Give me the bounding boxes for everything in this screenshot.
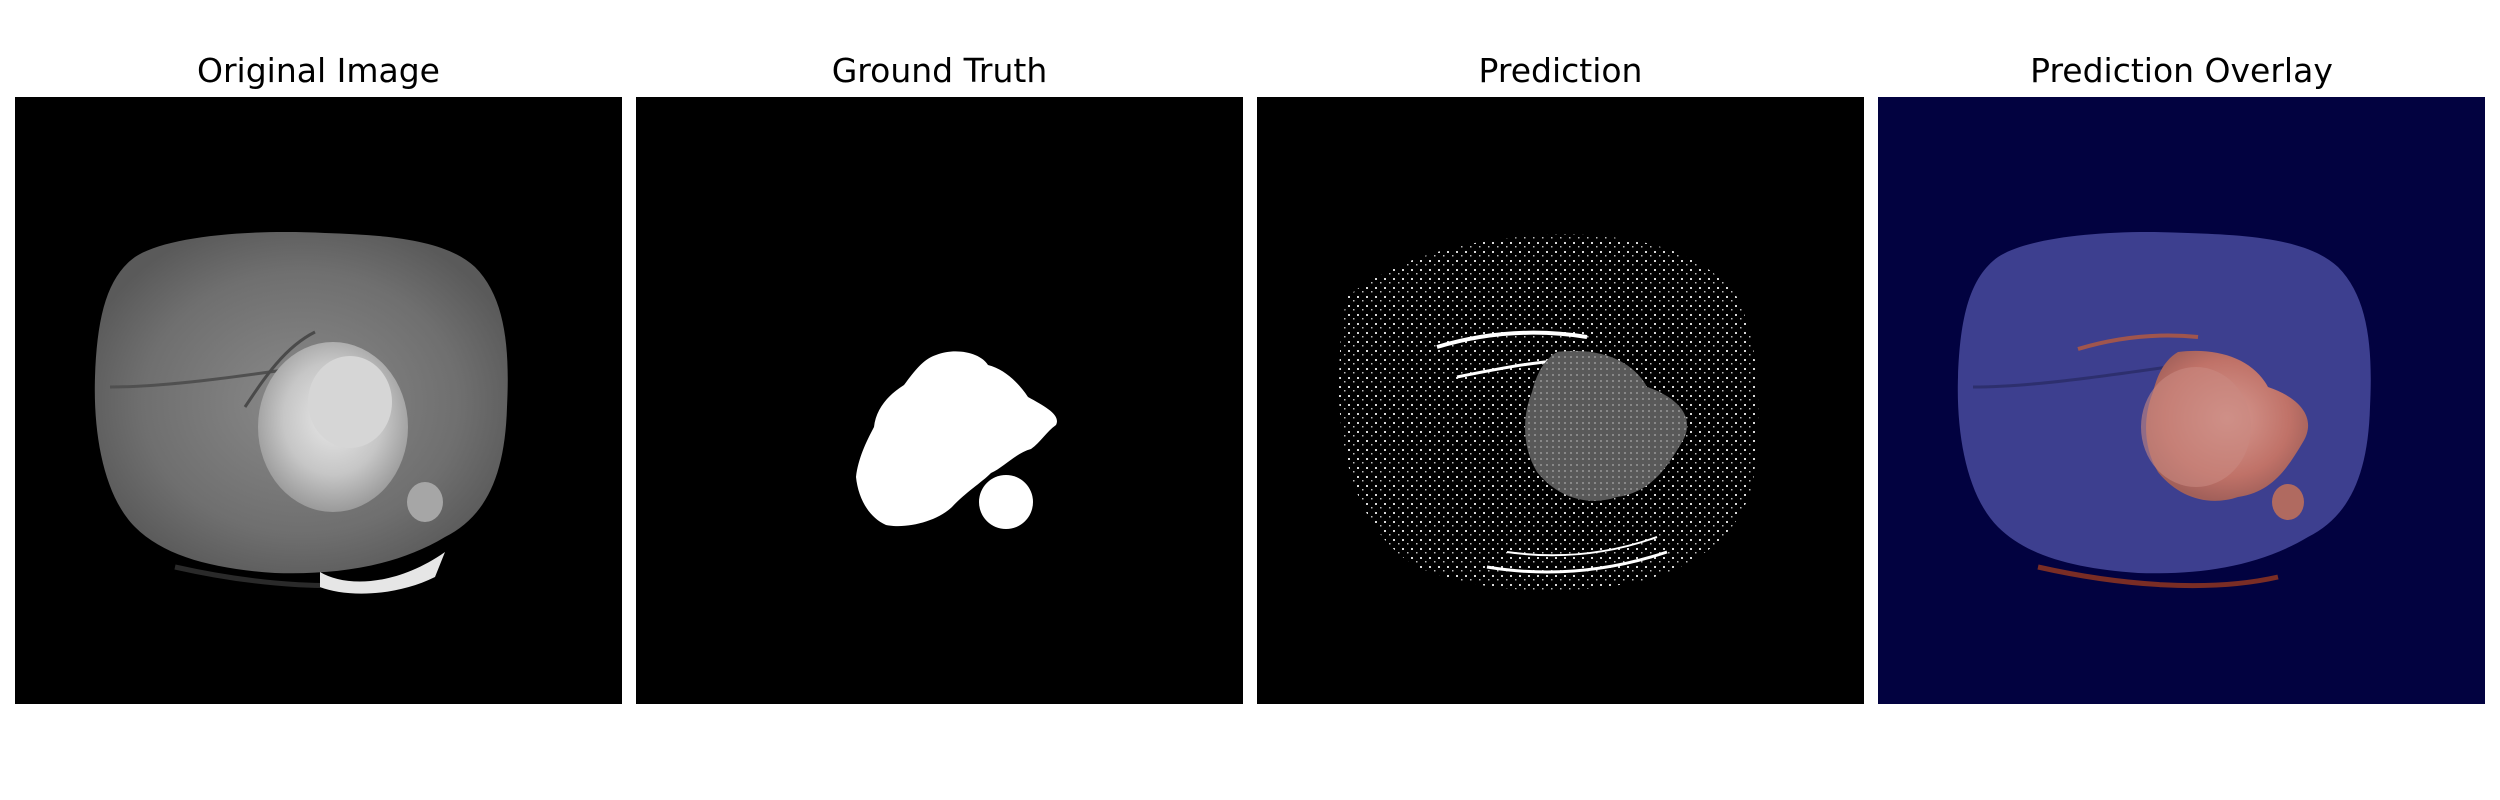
panel-title-prediction-overlay: Prediction Overlay: [1878, 54, 2485, 87]
panel-original-image: Original Image: [15, 0, 622, 800]
original-mri-image: [15, 97, 622, 704]
ground-truth-mask: [636, 97, 1243, 704]
prediction-mask: [1257, 97, 1864, 704]
panel-title-prediction: Prediction: [1257, 54, 1864, 87]
panel-title-original-image: Original Image: [15, 54, 622, 87]
panel-title-ground-truth: Ground Truth: [636, 54, 1243, 87]
prediction-overlay-image: [1878, 97, 2485, 704]
panel-prediction-overlay: Prediction Overlay: [1878, 0, 2485, 800]
panel-prediction: Prediction: [1257, 0, 1864, 800]
panel-ground-truth: Ground Truth: [636, 0, 1243, 800]
